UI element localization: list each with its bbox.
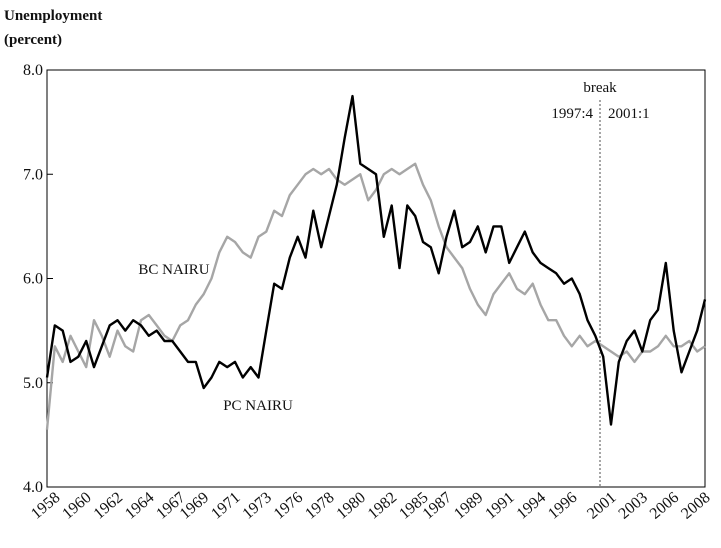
- y-axis-title: Unemployment: [4, 8, 102, 24]
- x-tick-label: 1987: [420, 489, 455, 523]
- x-tick-label: 1971: [208, 489, 243, 523]
- y-tick-label: 4.0: [23, 479, 43, 496]
- x-tick-label: 1991: [482, 489, 517, 523]
- x-tick-label: 2003: [615, 489, 650, 523]
- series-label: PC NAIRU: [223, 398, 293, 414]
- x-tick-label: 1982: [365, 489, 400, 523]
- x-tick-label: 1962: [91, 489, 126, 523]
- y-tick-label: 5.0: [23, 375, 43, 392]
- plot-frame: [46, 69, 706, 488]
- x-tick-label: 1976: [271, 489, 306, 523]
- x-tick-label: 2001: [584, 489, 619, 523]
- x-tick-label: 1969: [177, 489, 212, 523]
- series-line: [45, 94, 707, 426]
- annotation: 2001:1: [608, 106, 650, 122]
- series-line: [45, 162, 706, 430]
- y-axis-title: (percent): [4, 32, 62, 48]
- y-tick-label: 8.0: [23, 62, 43, 79]
- x-tick-label: 1978: [302, 489, 337, 523]
- x-tick-label: 1989: [451, 489, 486, 523]
- annotation: break: [583, 80, 617, 96]
- x-tick-label: 1996: [545, 489, 580, 523]
- x-tick-label: 1973: [239, 489, 274, 523]
- y-tick-label: 7.0: [23, 166, 43, 183]
- y-tick-label: 6.0: [23, 271, 43, 288]
- x-tick-label: 1994: [514, 489, 549, 523]
- annotation: 1997:4: [551, 106, 593, 122]
- series-label: BC NAIRU: [138, 262, 209, 278]
- x-tick-label: 1960: [59, 489, 94, 523]
- x-tick-label: 2008: [678, 489, 713, 523]
- x-tick-label: 2006: [647, 489, 682, 523]
- x-tick-label: 1964: [122, 489, 157, 523]
- x-tick-label: 1980: [333, 489, 368, 523]
